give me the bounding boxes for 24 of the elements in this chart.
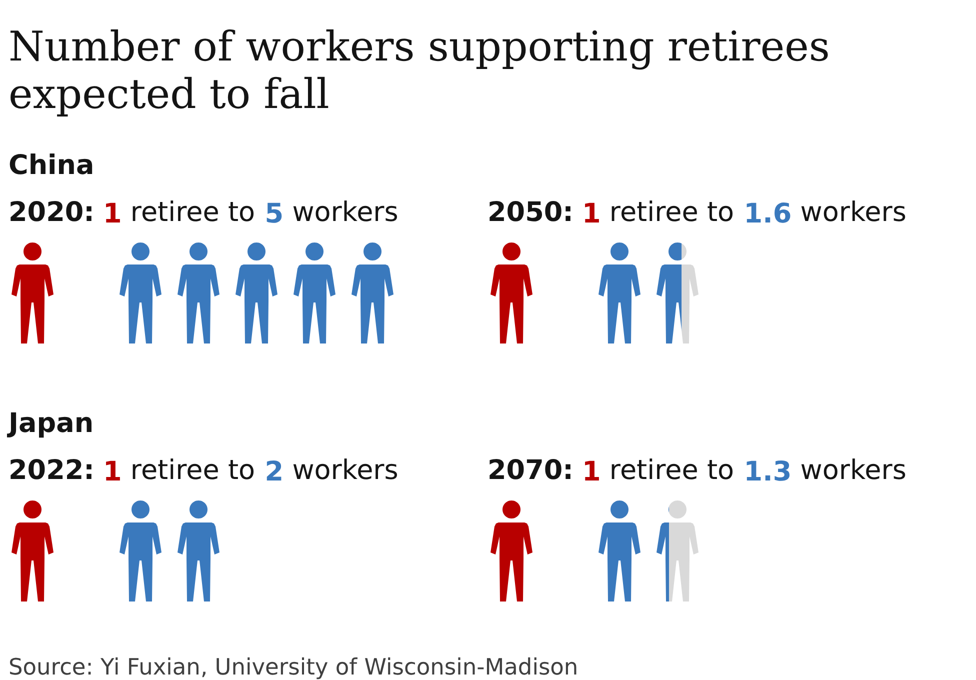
text: Japan — [6, 408, 94, 439]
text: 2050: — [488, 197, 574, 228]
data-label: 1 — [582, 198, 601, 230]
data-label: 1 — [582, 456, 601, 488]
data-label: 1.3 — [744, 456, 792, 488]
category-label: retiree to — [609, 455, 734, 486]
text: 2022: — [8, 455, 94, 486]
text: Number of workers supporting retirees expected to fall — [8, 22, 830, 118]
text: China — [8, 150, 94, 181]
data-label: 2 — [264, 456, 284, 488]
data-label: 5 — [264, 198, 284, 230]
category-label: retiree to — [130, 455, 256, 486]
source-note: Source: Yi Fuxian, University of Wisconsin-Madison — [8, 654, 578, 680]
data-label: 1.6 — [744, 198, 792, 230]
data-label: 1 — [103, 198, 122, 230]
category-label: workers — [800, 455, 906, 486]
text: 2020: — [8, 197, 94, 228]
category-label: workers — [292, 197, 398, 228]
category-label: workers — [800, 197, 906, 228]
category-label: retiree to — [130, 197, 256, 228]
text: 2070: — [488, 455, 574, 486]
category-label: retiree to — [609, 197, 734, 228]
category-label: workers — [292, 455, 398, 486]
data-label: 1 — [103, 456, 122, 488]
